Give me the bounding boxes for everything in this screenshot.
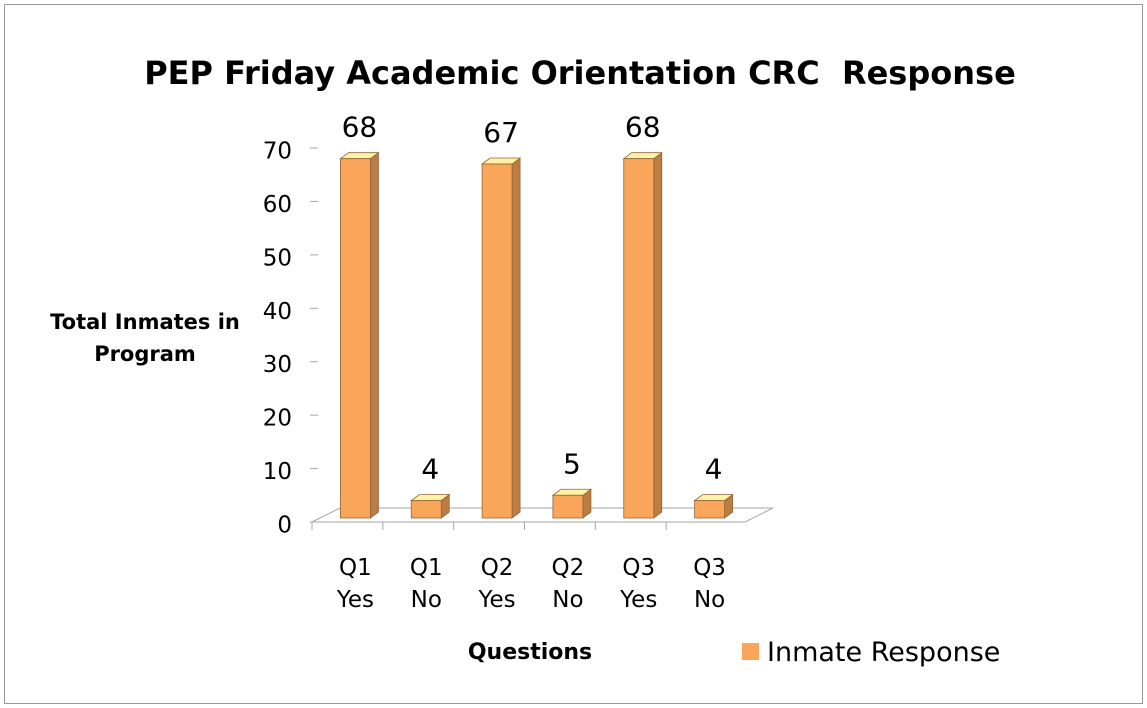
x-tick-label: Q2 Yes bbox=[478, 555, 516, 613]
x-tick-label: Q1 No bbox=[409, 555, 443, 613]
bar-side bbox=[511, 157, 521, 519]
y-tick-label: 10 bbox=[263, 459, 292, 485]
y-tick-label: 30 bbox=[263, 352, 292, 378]
x-tick-label: Q1 Yes bbox=[336, 555, 374, 613]
legend-label: Inmate Response bbox=[767, 637, 1001, 668]
y-tick-label: 60 bbox=[263, 192, 292, 218]
y-tick-label: 40 bbox=[263, 299, 292, 325]
bar bbox=[694, 500, 725, 519]
x-tick-label: Q3 No bbox=[693, 555, 726, 613]
data-label: 68 bbox=[342, 111, 378, 144]
y-tick-label: 0 bbox=[277, 513, 292, 539]
bar bbox=[481, 163, 513, 519]
y-tick-label: 70 bbox=[263, 139, 292, 165]
y-axis-title: Total Inmates in Program bbox=[50, 310, 240, 366]
bar-side bbox=[653, 151, 663, 519]
y-tick-label: 50 bbox=[263, 245, 292, 271]
bar bbox=[623, 158, 655, 519]
bar bbox=[340, 158, 371, 519]
data-label: 5 bbox=[563, 447, 581, 480]
bar-side bbox=[370, 151, 379, 519]
chart-title: PEP Friday Academic Orientation CRC Resp… bbox=[144, 54, 1016, 92]
chart-border bbox=[4, 4, 1143, 704]
bar bbox=[410, 500, 442, 519]
legend: Inmate Response bbox=[742, 637, 1000, 668]
x-tick-label: Q3 Yes bbox=[620, 555, 658, 613]
x-axis-title: Questions bbox=[467, 640, 593, 665]
data-label: 68 bbox=[625, 111, 661, 144]
data-label: 4 bbox=[421, 453, 439, 486]
legend-swatch bbox=[742, 643, 759, 660]
y-tick-label: 20 bbox=[263, 406, 292, 432]
data-label: 67 bbox=[483, 116, 519, 149]
x-tick-label: Q2 No bbox=[551, 555, 585, 613]
bar bbox=[552, 494, 584, 519]
data-label: 4 bbox=[705, 453, 723, 486]
